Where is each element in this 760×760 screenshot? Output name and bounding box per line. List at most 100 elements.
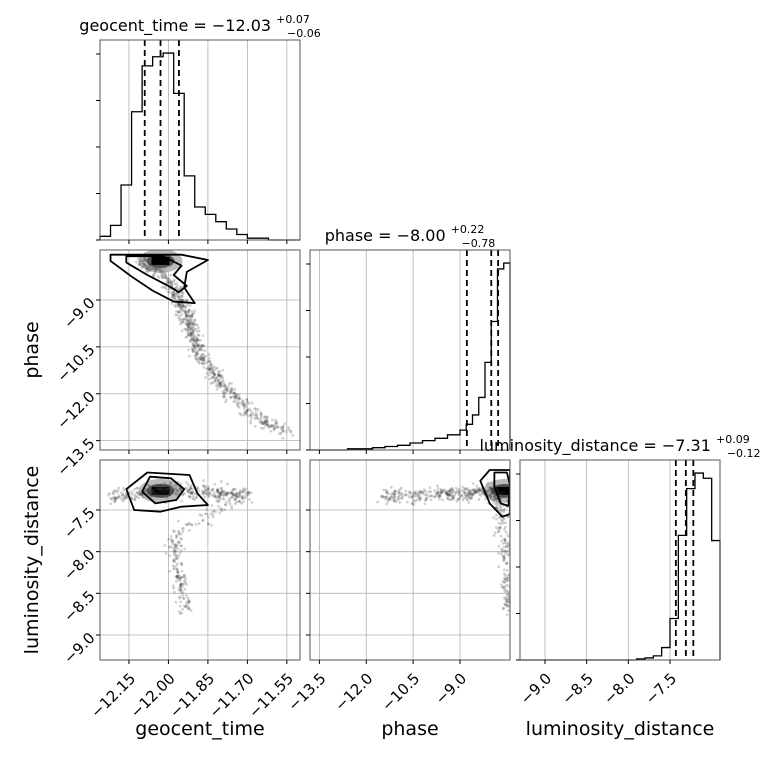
sample-point bbox=[180, 293, 184, 297]
sample-point bbox=[503, 590, 507, 594]
sample-point bbox=[457, 487, 461, 491]
sample-point bbox=[145, 488, 149, 492]
sample-point bbox=[451, 494, 454, 498]
sample-point bbox=[477, 487, 481, 490]
sample-point bbox=[154, 494, 158, 498]
sample-point bbox=[176, 574, 180, 578]
sample-point bbox=[235, 495, 239, 498]
sample-point bbox=[427, 494, 431, 498]
sample-point bbox=[156, 274, 160, 278]
sample-point bbox=[218, 494, 222, 497]
sample-point bbox=[495, 513, 498, 517]
sample-point bbox=[486, 490, 490, 493]
sample-point bbox=[177, 303, 180, 307]
sample-point bbox=[201, 489, 204, 493]
sample-point bbox=[158, 488, 162, 492]
sample-point bbox=[218, 381, 222, 385]
sample-point bbox=[195, 336, 199, 340]
sample-point bbox=[461, 498, 465, 502]
sample-point bbox=[164, 285, 167, 289]
sample-point bbox=[182, 597, 186, 601]
sample-point bbox=[495, 517, 498, 521]
sample-point bbox=[185, 319, 189, 323]
sample-point bbox=[142, 262, 146, 266]
sample-point bbox=[146, 267, 149, 270]
sample-point bbox=[219, 381, 223, 385]
sample-point bbox=[158, 487, 162, 491]
sample-point bbox=[263, 420, 267, 424]
sample-point bbox=[449, 487, 453, 491]
sample-point bbox=[153, 266, 157, 270]
ytick-label-geocent_time-vs-phase-3: −9.0 bbox=[60, 294, 98, 332]
sample-point bbox=[500, 539, 504, 543]
sample-point bbox=[135, 486, 139, 490]
sample-point bbox=[409, 492, 413, 495]
sample-point bbox=[385, 491, 389, 495]
sample-point bbox=[233, 395, 237, 398]
sample-point bbox=[181, 493, 185, 497]
sample-point bbox=[492, 534, 496, 537]
sample-point bbox=[281, 425, 285, 429]
sample-point bbox=[153, 271, 157, 275]
sample-point bbox=[212, 372, 216, 376]
sample-point bbox=[216, 504, 220, 508]
sample-point bbox=[454, 491, 458, 495]
sample-point bbox=[245, 413, 248, 417]
sample-point bbox=[393, 492, 397, 496]
sample-point bbox=[201, 356, 205, 360]
sample-point bbox=[192, 344, 196, 348]
sample-point bbox=[180, 584, 184, 588]
sample-point bbox=[243, 411, 246, 415]
sample-point bbox=[184, 309, 188, 312]
sample-point bbox=[202, 366, 206, 369]
sample-point bbox=[416, 492, 420, 496]
sample-point bbox=[220, 374, 224, 378]
sample-point bbox=[123, 494, 127, 498]
sample-point bbox=[143, 263, 147, 267]
sample-point bbox=[187, 529, 191, 532]
sample-point bbox=[170, 292, 174, 295]
sample-point bbox=[192, 322, 196, 326]
sample-point bbox=[136, 492, 139, 496]
sample-point bbox=[386, 500, 390, 504]
sample-point bbox=[212, 494, 216, 498]
sample-point bbox=[236, 404, 240, 408]
panel-frame-phase bbox=[309, 249, 511, 451]
sample-point bbox=[489, 497, 493, 501]
sample-point bbox=[219, 493, 222, 497]
sample-point bbox=[247, 491, 251, 495]
sample-point bbox=[190, 320, 193, 324]
sample-point bbox=[122, 488, 126, 492]
sample-point bbox=[185, 318, 189, 322]
sample-point bbox=[179, 561, 183, 565]
sample-point bbox=[506, 541, 510, 545]
sample-point bbox=[184, 577, 187, 581]
sample-point bbox=[401, 494, 405, 498]
sample-point bbox=[230, 495, 234, 499]
sample-point bbox=[110, 498, 114, 501]
sample-point bbox=[177, 531, 181, 535]
sample-point bbox=[189, 492, 193, 496]
sample-point bbox=[164, 273, 168, 277]
sample-point bbox=[177, 519, 180, 523]
sample-point bbox=[186, 489, 190, 492]
sample-point bbox=[173, 549, 176, 553]
sample-point bbox=[464, 487, 468, 491]
sample-point bbox=[490, 488, 493, 492]
sample-point bbox=[466, 493, 470, 497]
sample-point bbox=[207, 494, 211, 498]
sample-point bbox=[475, 484, 479, 488]
sample-point bbox=[503, 573, 507, 577]
sample-point bbox=[201, 519, 205, 523]
sample-point bbox=[190, 313, 194, 317]
sample-point bbox=[214, 366, 218, 370]
sample-point bbox=[384, 495, 388, 499]
sample-point bbox=[217, 495, 221, 499]
sample-point bbox=[230, 382, 233, 385]
sample-point bbox=[202, 344, 206, 348]
sample-point bbox=[504, 551, 508, 555]
sample-point bbox=[201, 352, 205, 356]
sample-point bbox=[425, 496, 429, 500]
sample-point bbox=[477, 488, 481, 492]
sample-point bbox=[229, 387, 233, 390]
